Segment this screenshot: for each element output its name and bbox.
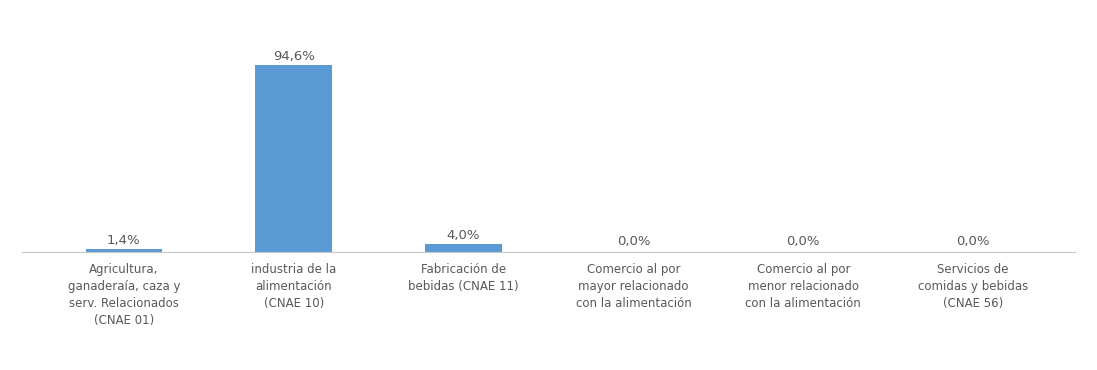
Text: 0,0%: 0,0% [787,235,821,248]
Bar [86,249,162,252]
Text: 0,0%: 0,0% [617,235,651,248]
Bar [256,65,332,252]
Text: 1,4%: 1,4% [108,234,140,247]
Text: 94,6%: 94,6% [273,50,315,63]
Text: 4,0%: 4,0% [446,229,480,242]
Bar [426,244,501,252]
Text: 0,0%: 0,0% [957,235,989,248]
